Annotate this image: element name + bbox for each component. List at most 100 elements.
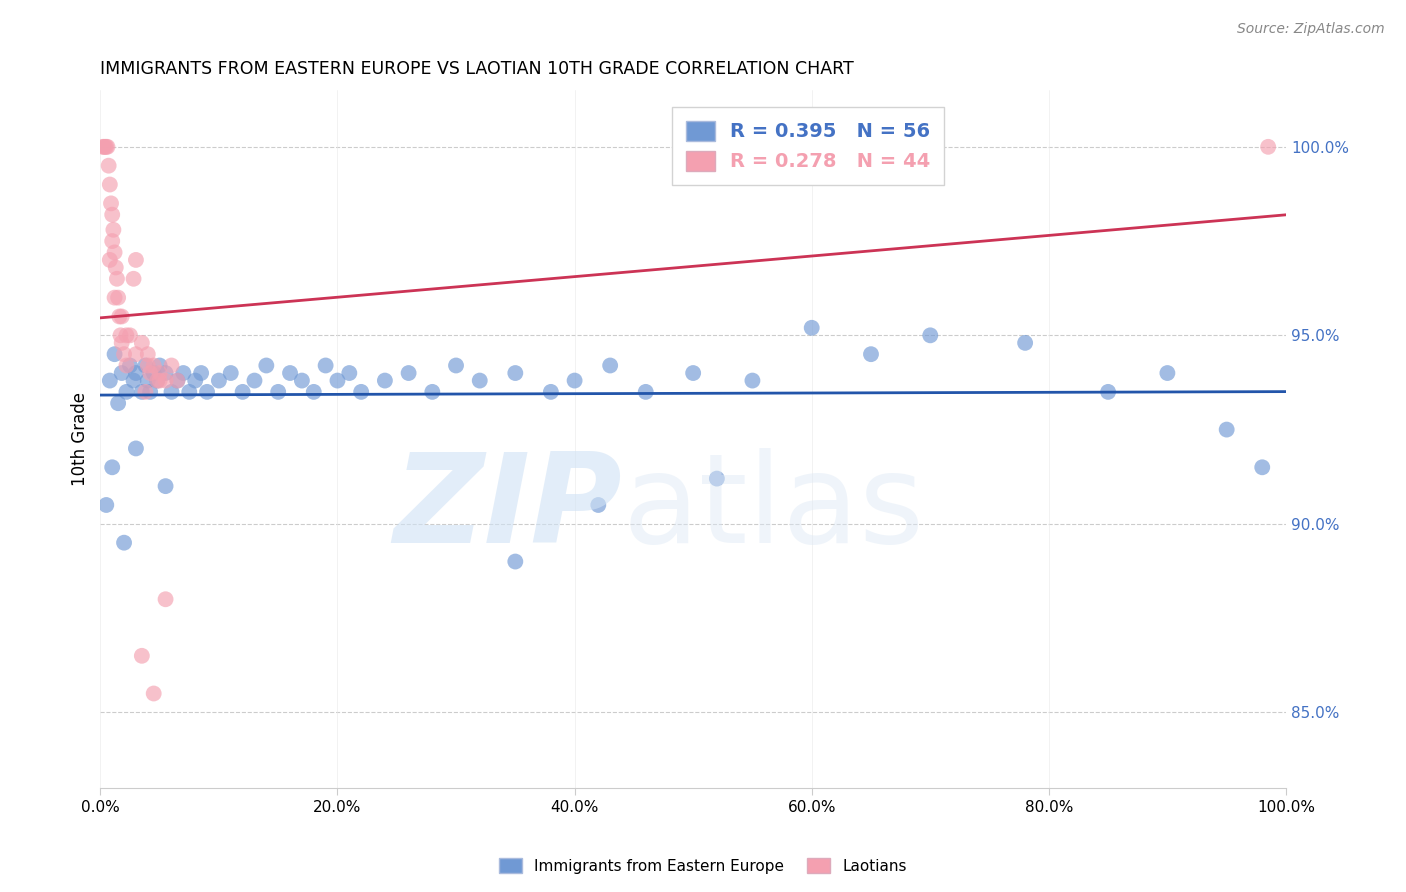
Point [219, 366, 242, 380]
Point [122, 374, 145, 388]
Point [444, 359, 467, 373]
Point [166, 374, 188, 388]
Point [190, 366, 212, 380]
Point [142, 686, 165, 700]
Point [160, 384, 183, 399]
Point [1257, 140, 1279, 154]
Point [136, 359, 159, 373]
Point [101, 234, 124, 248]
Point [166, 374, 188, 388]
Point [115, 359, 138, 373]
Point [505, 555, 527, 569]
Point [1014, 335, 1036, 350]
Point [101, 460, 124, 475]
Point [142, 359, 165, 373]
Point [118, 328, 141, 343]
Point [118, 359, 141, 373]
Point [243, 374, 266, 388]
Legend: R = 0.395   N = 56, R = 0.278   N = 44: R = 0.395 N = 56, R = 0.278 N = 44 [672, 107, 945, 185]
Point [302, 384, 325, 399]
Legend: Immigrants from Eastern Europe, Laotians: Immigrants from Eastern Europe, Laotians [494, 852, 912, 880]
Point [103, 291, 125, 305]
Point [94, 140, 117, 154]
Point [337, 366, 360, 380]
Text: Source: ZipAtlas.com: Source: ZipAtlas.com [1237, 22, 1385, 37]
Text: ZIP: ZIP [394, 449, 621, 569]
Point [800, 320, 823, 334]
Point [131, 648, 153, 663]
Point [1097, 384, 1119, 399]
Point [131, 335, 153, 350]
Point [103, 347, 125, 361]
Point [125, 252, 148, 267]
Point [101, 208, 124, 222]
Point [172, 366, 194, 380]
Point [155, 374, 177, 388]
Point [100, 196, 122, 211]
Point [706, 472, 728, 486]
Point [96, 498, 118, 512]
Point [920, 328, 942, 343]
Point [1215, 423, 1237, 437]
Point [115, 384, 138, 399]
Point [97, 159, 120, 173]
Text: atlas: atlas [621, 449, 924, 569]
Point [125, 366, 148, 380]
Point [1251, 460, 1274, 475]
Point [110, 328, 132, 343]
Point [96, 140, 118, 154]
Point [142, 366, 165, 380]
Point [112, 347, 135, 361]
Point [136, 347, 159, 361]
Point [634, 384, 657, 399]
Point [134, 384, 156, 399]
Point [315, 359, 337, 373]
Point [564, 374, 586, 388]
Point [1156, 366, 1178, 380]
Point [468, 374, 491, 388]
Y-axis label: 10th Grade: 10th Grade [72, 392, 89, 486]
Point [420, 384, 443, 399]
Point [232, 384, 254, 399]
Point [136, 374, 159, 388]
Point [125, 347, 148, 361]
Point [93, 140, 115, 154]
Point [184, 374, 207, 388]
Point [146, 374, 169, 388]
Point [179, 384, 201, 399]
Point [139, 366, 162, 380]
Point [149, 374, 172, 388]
Point [278, 366, 301, 380]
Point [107, 396, 129, 410]
Point [291, 374, 314, 388]
Point [254, 359, 277, 373]
Point [98, 374, 121, 388]
Point [374, 374, 396, 388]
Point [91, 140, 114, 154]
Point [155, 366, 177, 380]
Point [115, 328, 138, 343]
Point [540, 384, 562, 399]
Point [103, 245, 125, 260]
Point [98, 252, 121, 267]
Point [599, 359, 621, 373]
Point [139, 384, 162, 399]
Point [98, 178, 121, 192]
Point [267, 384, 290, 399]
Point [107, 291, 129, 305]
Point [350, 384, 373, 399]
Point [859, 347, 882, 361]
Point [208, 374, 231, 388]
Point [682, 366, 704, 380]
Point [155, 592, 177, 607]
Point [108, 310, 131, 324]
Point [103, 223, 125, 237]
Text: IMMIGRANTS FROM EASTERN EUROPE VS LAOTIAN 10TH GRADE CORRELATION CHART: IMMIGRANTS FROM EASTERN EUROPE VS LAOTIA… [100, 60, 853, 78]
Point [149, 359, 172, 373]
Point [96, 140, 118, 154]
Point [195, 384, 218, 399]
Point [111, 366, 134, 380]
Point [149, 366, 172, 380]
Point [104, 260, 127, 275]
Point [134, 359, 156, 373]
